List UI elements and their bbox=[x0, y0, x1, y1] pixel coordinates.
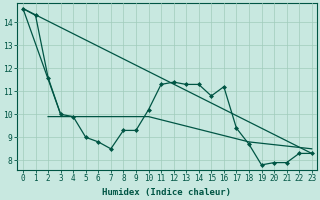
X-axis label: Humidex (Indice chaleur): Humidex (Indice chaleur) bbox=[102, 188, 231, 197]
